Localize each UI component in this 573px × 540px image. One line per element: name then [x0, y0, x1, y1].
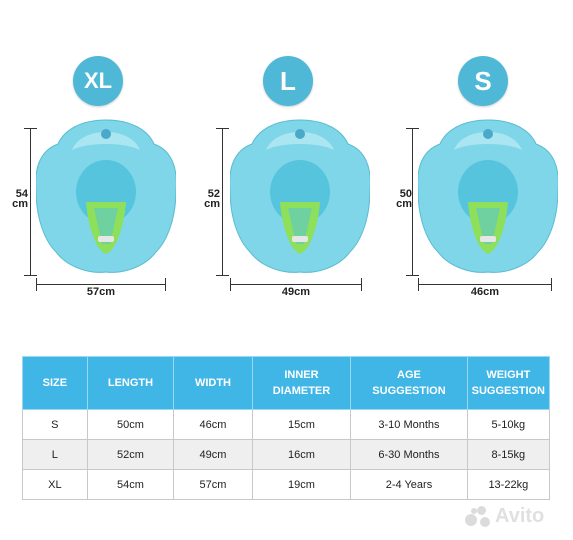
table-cell: 13-22kg — [466, 469, 551, 500]
table-row: S 50cm 46cm 15cm 3-10 Months 5-10kg — [22, 409, 551, 440]
height-dimension-line-xl — [24, 128, 38, 276]
height-unit: cm — [204, 198, 220, 210]
column-header-age-suggestion: AGE SUGGESTION — [350, 356, 468, 410]
table-cell: 57cm — [173, 469, 253, 500]
width-label-xl: 57cm — [86, 286, 116, 298]
swim-float-xl-image — [36, 119, 176, 273]
height-value: 52 — [207, 188, 220, 200]
width-dimension-line-xl — [36, 278, 166, 292]
table-cell: S — [22, 409, 88, 440]
height-dimension-line-l — [216, 128, 230, 276]
table-cell: XL — [22, 469, 88, 500]
width-dimension-line-l — [230, 278, 362, 292]
height-label-l: 52 cm — [196, 188, 220, 210]
table-cell: L — [22, 439, 88, 470]
table-cell: 54cm — [86, 469, 175, 500]
height-label-s: 50 cm — [388, 188, 412, 210]
size-chart-table: SIZE LENGTH WIDTH INNER DIAMETER AGE SUG… — [22, 356, 551, 500]
table-row: L 52cm 49cm 16cm 6-30 Months 8-15kg — [22, 439, 551, 470]
table-cell: 5-10kg — [466, 409, 551, 440]
header-line: WEIGHT SUGGESTION — [471, 369, 545, 397]
height-value: 50 — [399, 188, 412, 200]
column-header-inner-diameter: INNER DIAMETER — [251, 356, 352, 410]
table-cell: 3-10 Months — [350, 409, 468, 440]
table-cell: 8-15kg — [466, 439, 551, 470]
header-line: AGE SUGGESTION — [372, 369, 446, 397]
height-label-xl: 54 cm — [4, 188, 28, 210]
column-header-size: SIZE — [22, 356, 88, 410]
height-unit: cm — [396, 198, 412, 210]
table-cell: 50cm — [86, 409, 175, 440]
column-header-weight-suggestion: WEIGHT SUGGESTION — [466, 356, 551, 410]
size-badge-xl: XL — [73, 56, 123, 106]
table-cell: 2-4 Years — [350, 469, 468, 500]
table-cell: 46cm — [173, 409, 253, 440]
avito-watermark: Avito — [465, 505, 544, 528]
table-cell: 52cm — [86, 439, 175, 470]
column-header-length: LENGTH — [86, 356, 175, 410]
table-cell: 19cm — [251, 469, 352, 500]
width-label-l: 49cm — [281, 286, 311, 298]
table-cell: 16cm — [251, 439, 352, 470]
table-cell: 15cm — [251, 409, 352, 440]
size-badge-l: L — [263, 56, 313, 106]
watermark-text: Avito — [495, 505, 545, 527]
width-label-s: 46cm — [470, 286, 500, 298]
table-header-row: SIZE LENGTH WIDTH INNER DIAMETER AGE SUG… — [22, 356, 551, 410]
avito-logo-icon — [465, 505, 491, 528]
swim-float-l-image — [230, 119, 370, 273]
size-badge-s: S — [458, 56, 508, 106]
width-dimension-line-s — [418, 278, 552, 292]
table-cell: 49cm — [173, 439, 253, 470]
swim-float-s-image — [418, 119, 558, 273]
header-line: INNER DIAMETER — [272, 369, 331, 397]
height-unit: cm — [12, 198, 28, 210]
height-dimension-line-s — [406, 128, 420, 276]
height-value: 54 — [15, 188, 28, 200]
column-header-width: WIDTH — [173, 356, 253, 410]
table-cell: 6-30 Months — [350, 439, 468, 470]
table-row: XL 54cm 57cm 19cm 2-4 Years 13-22kg — [22, 469, 551, 500]
